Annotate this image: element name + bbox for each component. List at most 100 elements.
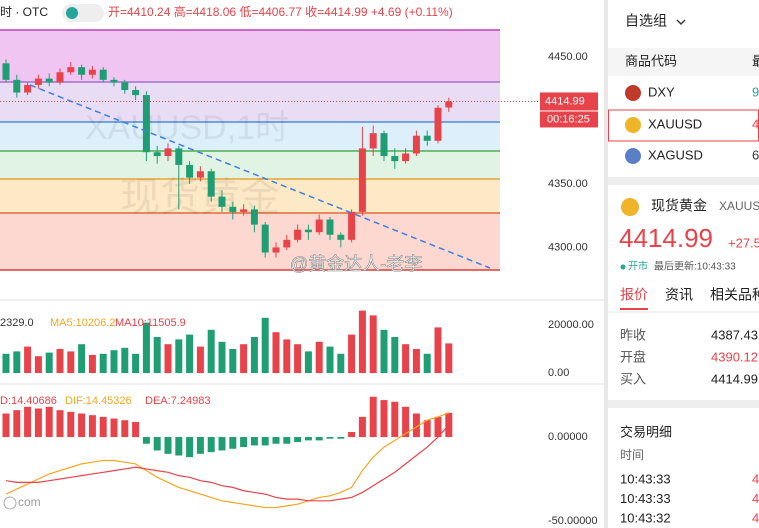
trade-time: 10:43:33	[620, 471, 671, 486]
macd-bar	[67, 411, 75, 438]
y-tick-label: 20000.00	[548, 319, 594, 331]
candle-body	[283, 239, 291, 248]
candle-body	[412, 135, 420, 154]
volume-bar	[2, 353, 10, 373]
macd-bar	[164, 437, 172, 454]
candle-body	[218, 196, 226, 207]
symbol-price: 9	[752, 84, 759, 99]
logo-icon	[3, 496, 17, 510]
candle-body	[240, 209, 248, 212]
macd-bar	[78, 413, 86, 438]
trade-time: 10:43:32	[620, 510, 671, 525]
volume-bar	[78, 344, 86, 373]
volume-bar	[261, 317, 269, 373]
symbol-code[interactable]: XAUUSD	[648, 116, 702, 131]
candle-body	[229, 206, 237, 212]
indicator-legend: DIF:14.45326	[65, 395, 132, 407]
volume-bar	[358, 310, 366, 373]
volume-bar	[186, 334, 194, 373]
candle-body	[153, 152, 161, 157]
macd-bar	[283, 437, 291, 444]
macd-bar	[142, 437, 150, 444]
macd-bar	[45, 406, 53, 438]
volume-bar	[45, 352, 53, 373]
candle-body	[45, 78, 53, 83]
volume-bar	[67, 351, 75, 373]
volume-bar	[132, 353, 140, 373]
dea-line	[5, 424, 450, 502]
candle-body	[175, 148, 183, 165]
macd-bar	[218, 437, 226, 451]
volume-bar	[207, 329, 215, 373]
separator	[604, 0, 608, 528]
icon	[66, 7, 78, 19]
macd-bar	[121, 420, 129, 438]
symbol: 时 · OTC	[0, 5, 48, 19]
watchlist-title[interactable]: 自选组	[625, 13, 667, 29]
volume-bar	[229, 348, 237, 373]
indicator-legend: MA5:10206.2	[50, 317, 115, 329]
macd-bar	[229, 437, 237, 449]
macd-bar	[132, 421, 140, 438]
dif-line	[5, 412, 450, 509]
separator	[608, 177, 759, 185]
macd-bar	[391, 401, 399, 438]
countdown: 00:16:25	[547, 113, 590, 125]
macd-bar	[272, 437, 280, 444]
macd-bar	[196, 437, 204, 454]
volume-bar	[445, 343, 453, 373]
candle-body	[261, 224, 269, 253]
volume-bar	[240, 344, 248, 373]
macd-bar	[261, 437, 269, 446]
column-header: 最	[752, 53, 759, 68]
candle-body	[88, 69, 96, 75]
symbol-code[interactable]: XAGUSD	[648, 147, 703, 162]
candle-body	[272, 247, 280, 253]
volume-bar	[88, 354, 96, 373]
symbol-price: 44	[752, 116, 759, 131]
tab[interactable]: 报价	[620, 287, 648, 303]
volume-bar	[218, 341, 226, 373]
volume-bar	[412, 348, 420, 373]
volume-bar	[13, 351, 21, 373]
volume-bar	[294, 344, 302, 373]
volume-bar	[110, 350, 118, 373]
icon	[625, 148, 641, 164]
candle-body	[358, 148, 366, 212]
macd-bar	[315, 437, 323, 441]
volume-bar	[250, 336, 258, 373]
candle-body	[434, 107, 442, 141]
macd-bar	[412, 413, 420, 438]
macd-bar	[326, 437, 334, 439]
macd-bar	[13, 410, 21, 438]
watermark: XAUUSD,1时	[85, 109, 289, 147]
macd-bar	[186, 437, 194, 458]
icon	[621, 198, 639, 216]
tab[interactable]: 相关品种	[710, 287, 759, 303]
quote-value: 4387.43	[711, 327, 758, 342]
volume-bar	[434, 327, 442, 373]
candle-body	[304, 229, 312, 233]
quote-label: 开盘	[620, 349, 646, 364]
candle-body	[142, 95, 150, 153]
candle-body	[56, 72, 64, 83]
volume-bar	[337, 353, 345, 373]
status: 开市	[628, 260, 648, 273]
quote-name: 现货黄金	[651, 198, 707, 214]
candle-body	[337, 234, 345, 240]
volume-bar	[283, 339, 291, 373]
quote-value: 4414.99	[711, 371, 758, 386]
candle-body	[380, 133, 388, 157]
volume-bar	[380, 329, 388, 373]
tab[interactable]: 资讯	[665, 287, 693, 303]
candle-body	[445, 101, 453, 108]
countdown-tag	[540, 111, 598, 128]
volume-bar	[272, 332, 280, 373]
trades-title: 交易明细	[620, 424, 672, 439]
macd-bar	[207, 437, 215, 453]
macd-bar	[423, 420, 431, 438]
candle-body	[99, 69, 107, 80]
symbol-code[interactable]: DXY	[648, 84, 675, 99]
symbol-price: 6	[752, 147, 759, 162]
candle-body	[34, 78, 42, 85]
